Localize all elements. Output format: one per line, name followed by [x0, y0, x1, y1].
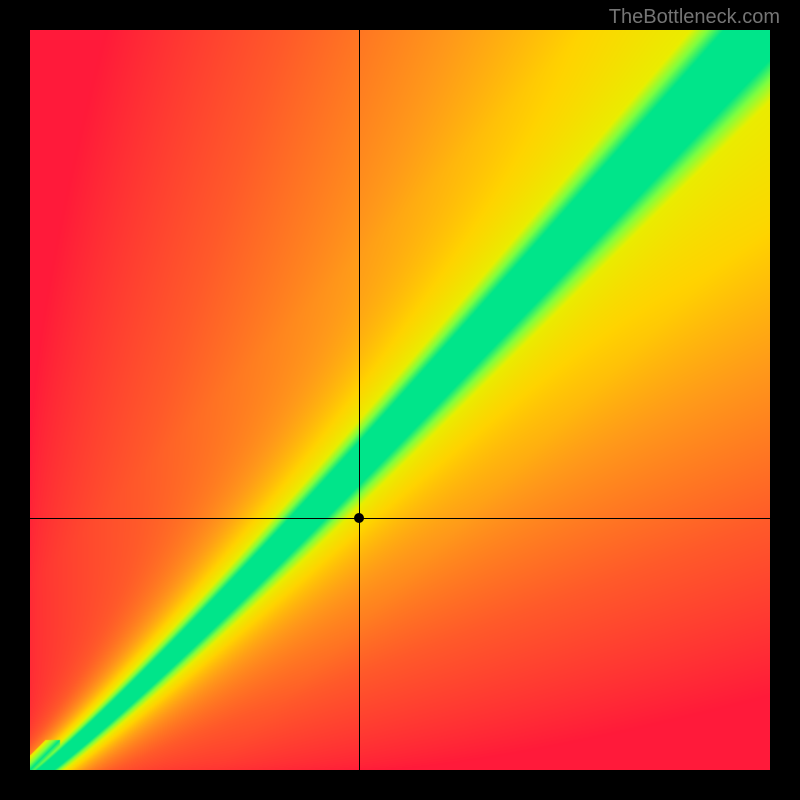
- bottleneck-heatmap: [30, 30, 770, 770]
- crosshair-vertical: [359, 30, 360, 770]
- heatmap-canvas: [30, 30, 770, 770]
- watermark-text: TheBottleneck.com: [609, 6, 780, 29]
- crosshair-horizontal: [30, 518, 770, 519]
- selection-marker: [354, 513, 364, 523]
